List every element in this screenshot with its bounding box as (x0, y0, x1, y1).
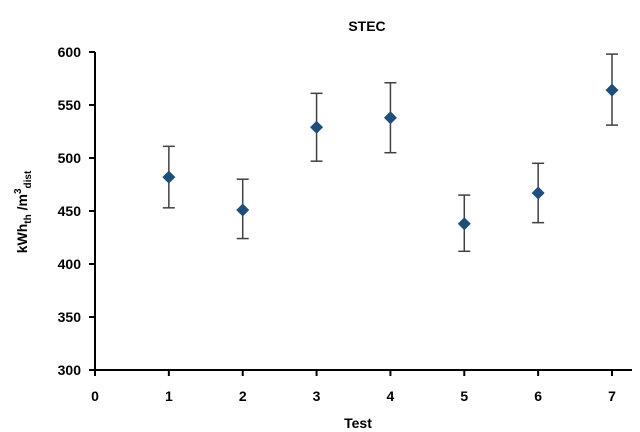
x-tick-label: 1 (165, 388, 173, 404)
y-tick-label: 400 (58, 256, 82, 272)
data-markers (162, 83, 619, 231)
data-point-marker (310, 120, 324, 134)
y-axis-label: kWhth /m3dist (13, 170, 34, 253)
chart-title: STEC (348, 18, 385, 34)
x-tick-label: 7 (608, 388, 616, 404)
y-tick-label: 550 (58, 97, 82, 113)
x-tick-label: 2 (239, 388, 247, 404)
data-point-marker (531, 186, 545, 200)
y-tick-label: 600 (58, 44, 82, 60)
data-point-marker (605, 83, 619, 97)
x-tick-label: 0 (91, 388, 99, 404)
error-bars (162, 53, 618, 253)
y-tick-label: 300 (58, 362, 82, 378)
data-point-marker (383, 111, 397, 125)
data-point-marker (236, 203, 250, 217)
data-point-marker (457, 217, 471, 231)
x-tick-label: 4 (387, 388, 395, 404)
data-point-marker (162, 170, 176, 184)
y-tick-label: 350 (58, 309, 82, 325)
x-tick-label: 5 (460, 388, 468, 404)
axes: 300 350 400 450 500 550 600 0 1 2 3 4 5 6 7 (58, 44, 632, 404)
x-tick-label: 3 (313, 388, 321, 404)
x-axis-label: Test (344, 415, 372, 431)
y-tick-label: 450 (58, 203, 82, 219)
x-tick-label: 6 (534, 388, 542, 404)
y-tick-label: 500 (58, 150, 82, 166)
